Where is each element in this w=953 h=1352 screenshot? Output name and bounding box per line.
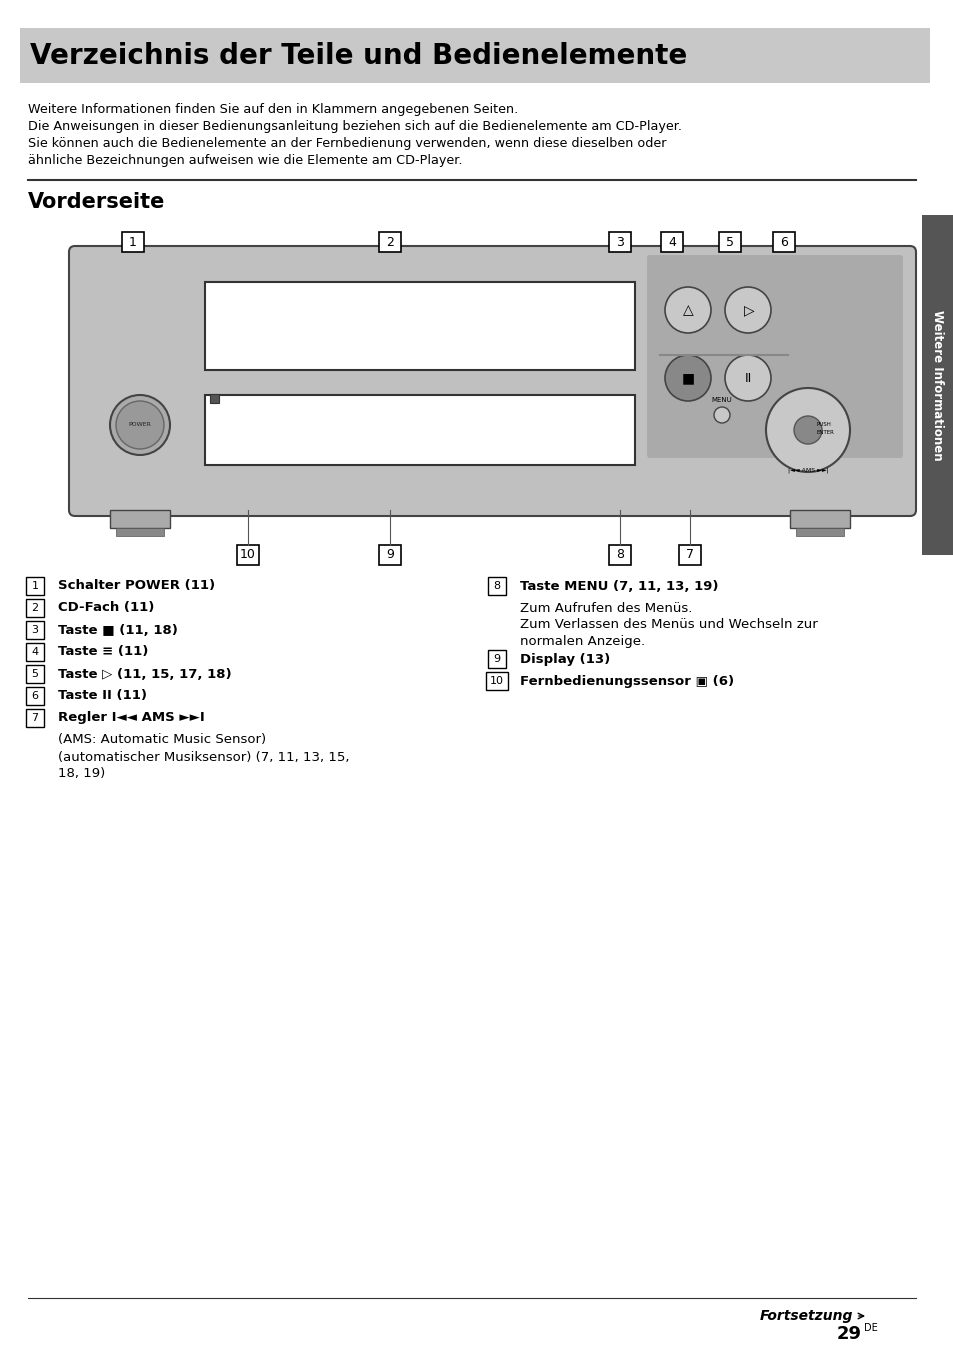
Circle shape [116, 402, 164, 449]
FancyBboxPatch shape [26, 644, 44, 661]
Text: Display (13): Display (13) [519, 653, 610, 665]
Text: Weitere Informationen: Weitere Informationen [930, 310, 943, 460]
Text: CD-Fach (11): CD-Fach (11) [58, 602, 154, 615]
Text: PUSH: PUSH [816, 422, 831, 426]
Text: Regler I◄◄ AMS ►►I: Regler I◄◄ AMS ►►I [58, 711, 205, 725]
FancyBboxPatch shape [26, 708, 44, 727]
Text: Fortsetzung: Fortsetzung [760, 1309, 853, 1324]
FancyBboxPatch shape [378, 233, 400, 251]
Text: 1: 1 [129, 235, 137, 249]
Circle shape [765, 388, 849, 472]
Text: 9: 9 [386, 549, 394, 561]
Text: |◄◄ AMS ►►|: |◄◄ AMS ►►| [787, 468, 827, 473]
FancyBboxPatch shape [789, 510, 849, 529]
Text: Die Anweisungen in dieser Bedienungsanleitung beziehen sich auf die Bedienelemen: Die Anweisungen in dieser Bedienungsanle… [28, 120, 681, 132]
Text: Schalter POWER (11): Schalter POWER (11) [58, 580, 214, 592]
Circle shape [664, 356, 710, 402]
Text: 6: 6 [31, 691, 38, 700]
Text: 5: 5 [725, 235, 733, 249]
Text: 7: 7 [31, 713, 38, 723]
Text: 8: 8 [616, 549, 623, 561]
FancyBboxPatch shape [20, 28, 929, 82]
Circle shape [724, 356, 770, 402]
Text: 10: 10 [240, 549, 255, 561]
Text: Taste ■ (11, 18): Taste ■ (11, 18) [58, 623, 177, 637]
Text: 2: 2 [31, 603, 38, 612]
Text: 4: 4 [667, 235, 676, 249]
FancyBboxPatch shape [110, 510, 170, 529]
Text: 8: 8 [493, 581, 500, 591]
Text: ENTER: ENTER [816, 430, 834, 435]
Text: Zum Aufrufen des Menüs.: Zum Aufrufen des Menüs. [519, 602, 692, 615]
Text: 3: 3 [31, 625, 38, 635]
FancyBboxPatch shape [26, 687, 44, 704]
Text: (automatischer Musiksensor) (7, 11, 13, 15,: (automatischer Musiksensor) (7, 11, 13, … [58, 750, 349, 764]
FancyBboxPatch shape [719, 233, 740, 251]
FancyBboxPatch shape [378, 545, 400, 565]
Text: ▷: ▷ [743, 303, 754, 316]
Text: ähnliche Bezeichnungen aufweisen wie die Elemente am CD-Player.: ähnliche Bezeichnungen aufweisen wie die… [28, 154, 462, 168]
Circle shape [724, 287, 770, 333]
FancyBboxPatch shape [69, 246, 915, 516]
FancyBboxPatch shape [488, 577, 505, 595]
Text: Fernbedienungssensor ▣ (6): Fernbedienungssensor ▣ (6) [519, 675, 734, 688]
Text: Weitere Informationen finden Sie auf den in Klammern angegebenen Seiten.: Weitere Informationen finden Sie auf den… [28, 103, 517, 116]
Text: 29: 29 [836, 1325, 862, 1343]
FancyBboxPatch shape [26, 621, 44, 639]
Text: DE: DE [863, 1324, 877, 1333]
FancyBboxPatch shape [608, 545, 630, 565]
Text: 9: 9 [493, 654, 500, 664]
Text: 7: 7 [685, 549, 693, 561]
Text: 6: 6 [780, 235, 787, 249]
Text: Taste II (11): Taste II (11) [58, 690, 147, 703]
FancyBboxPatch shape [205, 283, 635, 370]
Text: Taste ▷ (11, 15, 17, 18): Taste ▷ (11, 15, 17, 18) [58, 668, 232, 680]
Circle shape [713, 407, 729, 423]
FancyBboxPatch shape [921, 215, 953, 556]
Text: Vorderseite: Vorderseite [28, 192, 165, 212]
FancyBboxPatch shape [679, 545, 700, 565]
Circle shape [110, 395, 170, 456]
FancyBboxPatch shape [26, 599, 44, 617]
FancyBboxPatch shape [485, 672, 507, 690]
Text: 5: 5 [31, 669, 38, 679]
FancyBboxPatch shape [26, 577, 44, 595]
FancyBboxPatch shape [795, 529, 843, 535]
Text: △: △ [682, 303, 693, 316]
Text: 4: 4 [31, 648, 38, 657]
Text: 1: 1 [31, 581, 38, 591]
Text: MENU: MENU [711, 397, 732, 403]
FancyBboxPatch shape [236, 545, 258, 565]
Text: Verzeichnis der Teile und Bedienelemente: Verzeichnis der Teile und Bedienelemente [30, 42, 686, 69]
Text: 3: 3 [616, 235, 623, 249]
Text: POWER: POWER [129, 422, 152, 427]
FancyBboxPatch shape [608, 233, 630, 251]
FancyBboxPatch shape [210, 393, 219, 403]
Text: Sie können auch die Bedienelemente an der Fernbedienung verwenden, wenn diese di: Sie können auch die Bedienelemente an de… [28, 137, 666, 150]
Text: ■: ■ [680, 370, 694, 385]
FancyBboxPatch shape [646, 256, 902, 458]
Text: Taste ≡ (11): Taste ≡ (11) [58, 645, 149, 658]
Text: II: II [743, 372, 751, 384]
FancyBboxPatch shape [488, 650, 505, 668]
Text: Taste MENU (7, 11, 13, 19): Taste MENU (7, 11, 13, 19) [519, 580, 718, 592]
Text: normalen Anzeige.: normalen Anzeige. [519, 635, 644, 649]
Text: 2: 2 [386, 235, 394, 249]
Text: (AMS: Automatic Music Sensor): (AMS: Automatic Music Sensor) [58, 734, 266, 746]
Circle shape [793, 416, 821, 443]
FancyBboxPatch shape [122, 233, 144, 251]
FancyBboxPatch shape [660, 233, 682, 251]
FancyBboxPatch shape [772, 233, 794, 251]
Circle shape [664, 287, 710, 333]
FancyBboxPatch shape [205, 395, 635, 465]
Text: 10: 10 [490, 676, 503, 685]
FancyBboxPatch shape [26, 665, 44, 683]
FancyBboxPatch shape [116, 529, 164, 535]
Text: Zum Verlassen des Menüs und Wechseln zur: Zum Verlassen des Menüs und Wechseln zur [519, 618, 817, 631]
Text: 18, 19): 18, 19) [58, 768, 105, 780]
